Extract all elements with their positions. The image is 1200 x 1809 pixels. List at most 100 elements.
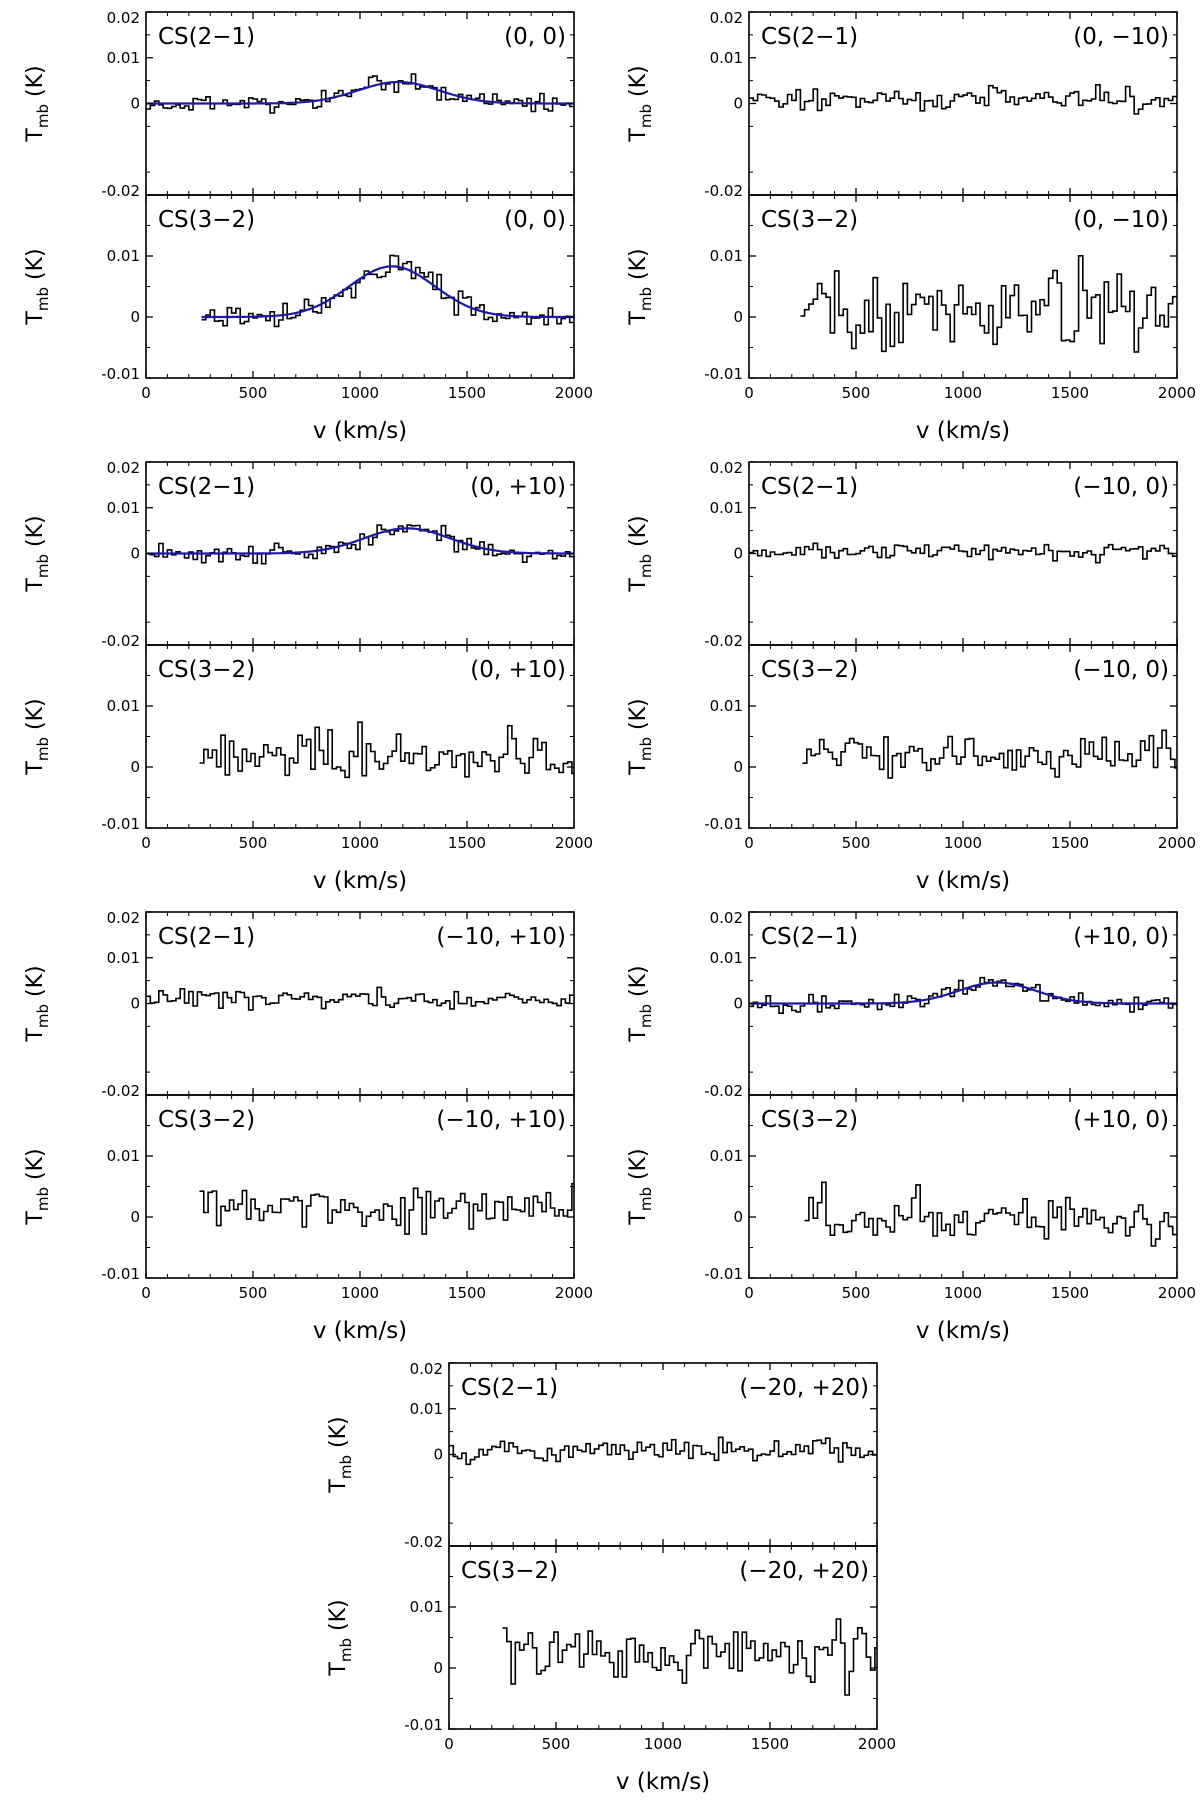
y-tick-label: 0.02: [710, 9, 743, 27]
x-tick-label: 1500: [448, 834, 486, 852]
x-tick-label: 1500: [1051, 1284, 1089, 1302]
line-label: CS(2−1): [158, 474, 255, 500]
y-tick-label: 0: [733, 1208, 743, 1226]
y-axis-title-symbol: T: [23, 761, 48, 776]
spectrum-histogram: [749, 976, 1177, 1014]
x-tick-label: 1500: [448, 384, 486, 402]
y-axis-title-unit: (K): [326, 1416, 351, 1455]
y-axis-title-symbol: T: [626, 761, 651, 776]
y-tick-label: -0.02: [704, 182, 743, 200]
y-axis-title-subscript: mb: [337, 1455, 355, 1479]
y-tick-label: 0.02: [107, 9, 140, 27]
y-axis-title: Tmb (K): [23, 65, 52, 142]
x-tick-label: 1000: [944, 1284, 982, 1302]
y-tick-label: 0.02: [107, 459, 140, 477]
y-tick-label: 0: [433, 1446, 443, 1464]
y-axis-title: Tmb (K): [23, 515, 52, 592]
y-tick-label: 0: [433, 1659, 443, 1677]
y-axis-title: Tmb (K): [626, 65, 655, 142]
x-tick-label: 0: [744, 384, 754, 402]
x-tick-label: 2000: [555, 1284, 593, 1302]
x-tick-label: 500: [842, 1284, 871, 1302]
y-tick-label: 0.01: [107, 49, 140, 67]
y-tick-label: 0.02: [410, 1360, 443, 1378]
y-axis-title-unit: (K): [23, 698, 48, 737]
y-axis-title-symbol: T: [23, 578, 48, 593]
y-axis-title-symbol: T: [626, 1028, 651, 1043]
position-label: (−20, +20): [739, 1375, 869, 1401]
position-label: (+10, 0): [1073, 1107, 1169, 1133]
y-axis-title-subscript: mb: [637, 287, 655, 311]
gaussian-fit: [201, 265, 574, 319]
y-tick-label: -0.01: [101, 815, 140, 833]
y-tick-label: 0.01: [410, 1598, 443, 1616]
line-label: CS(3−2): [461, 1558, 558, 1584]
y-tick-label: -0.02: [704, 1082, 743, 1100]
y-tick-label: -0.01: [704, 815, 743, 833]
x-tick-label: 1500: [1051, 834, 1089, 852]
x-tick-label: 1000: [341, 1284, 379, 1302]
spectrum-histogram: [502, 1618, 877, 1696]
y-tick-label: 0.02: [107, 909, 140, 927]
y-axis-title-symbol: T: [326, 1662, 351, 1677]
y-tick-label: 0.02: [710, 459, 743, 477]
line-label: CS(3−2): [761, 1107, 858, 1133]
y-axis-title: Tmb (K): [23, 698, 52, 775]
y-axis-title-unit: (K): [626, 65, 651, 104]
y-axis-title: Tmb (K): [23, 965, 52, 1042]
y-axis-title-subscript: mb: [337, 1638, 355, 1662]
line-label: CS(3−2): [761, 207, 858, 233]
line-label: CS(2−1): [761, 24, 858, 50]
x-tick-label: 1500: [448, 1284, 486, 1302]
y-axis-title: Tmb (K): [23, 248, 52, 325]
panel-cs21: -0.02 0 0.01 0.02 CS(2−1) (−20, +20) Tmb (K): [326, 1360, 878, 1551]
spectrum-histogram: [146, 524, 574, 565]
y-axis-title-symbol: T: [23, 311, 48, 326]
y-tick-label: 0.01: [107, 949, 140, 967]
y-axis-title-symbol: T: [626, 1211, 651, 1226]
gaussian-fit: [146, 527, 574, 555]
y-axis-title-unit: (K): [626, 248, 651, 287]
spectrum-histogram: [146, 73, 574, 114]
y-axis-title: Tmb (K): [626, 965, 655, 1042]
y-tick-label: -0.02: [101, 1082, 140, 1100]
spectrum-histogram: [802, 729, 1177, 779]
line-label: CS(2−1): [158, 24, 255, 50]
x-tick-label: 1000: [341, 384, 379, 402]
x-tick-label: 0: [444, 1735, 454, 1753]
y-axis-title-symbol: T: [626, 311, 651, 326]
x-tick-label: 2000: [1158, 1284, 1196, 1302]
x-tick-label: 0: [744, 834, 754, 852]
y-axis-title-symbol: T: [23, 1028, 48, 1043]
x-tick-label: 500: [842, 834, 871, 852]
y-axis-title-unit: (K): [23, 1148, 48, 1187]
y-axis-title-unit: (K): [626, 1148, 651, 1187]
y-axis-title-subscript: mb: [34, 104, 52, 128]
y-axis-title: Tmb (K): [23, 1148, 52, 1225]
line-label: CS(2−1): [461, 1375, 558, 1401]
y-tick-label: 0: [733, 545, 743, 563]
position-label: (+10, 0): [1073, 924, 1169, 950]
y-axis-title-subscript: mb: [637, 554, 655, 578]
y-tick-label: -0.02: [101, 182, 140, 200]
x-tick-label: 1000: [644, 1735, 682, 1753]
x-axis-title: v (km/s): [313, 1318, 407, 1344]
spectrum-histogram: [800, 255, 1177, 353]
line-label: CS(2−1): [761, 924, 858, 950]
y-axis-title-subscript: mb: [34, 287, 52, 311]
y-axis-title-unit: (K): [23, 248, 48, 287]
x-tick-label: 2000: [555, 384, 593, 402]
y-tick-label: 0.01: [710, 49, 743, 67]
gaussian-fit: [146, 80, 574, 105]
panel-cs21: -0.02 0 0.01 0.02 CS(2−1) (0, +10) Tmb (K): [23, 459, 575, 650]
x-tick-label: 2000: [1158, 834, 1196, 852]
